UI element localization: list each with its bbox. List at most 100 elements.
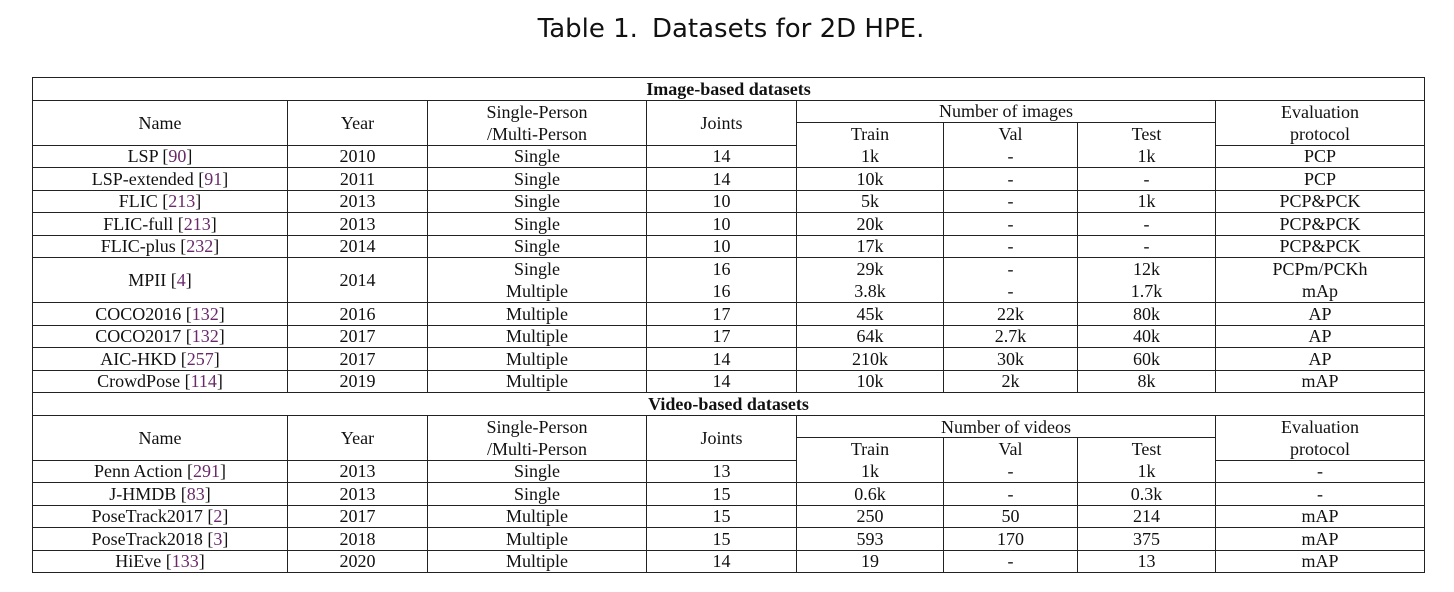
cell-train-value: 210k bbox=[852, 348, 888, 369]
cell-train: 250 bbox=[796, 504, 944, 529]
citation-link[interactable]: 2 bbox=[213, 506, 223, 527]
cell-eval-value: PCPm/PCKh bbox=[1272, 259, 1368, 280]
cell-train-value: 1k bbox=[861, 461, 879, 482]
cell-name: FLIC-plus [232] bbox=[32, 234, 288, 258]
cell-type-value: Single bbox=[513, 236, 560, 257]
section-title: Video-based datasets bbox=[32, 392, 1425, 416]
table-row: FLIC-plus [232] 2014 Single 10 17k - - PCP&PCK bbox=[32, 234, 1425, 258]
year-value: 2013 bbox=[339, 461, 376, 482]
citation-link[interactable]: 257 bbox=[186, 348, 214, 369]
cell-year: 2013 bbox=[287, 212, 428, 236]
cell-name: CrowdPose [114] bbox=[32, 369, 288, 394]
cell-eval-value: mAP bbox=[1301, 528, 1339, 549]
cell-test-value: 8k bbox=[1137, 371, 1156, 392]
cell-test-value: 214 bbox=[1133, 506, 1160, 527]
cell-eval-value: PCP&PCK bbox=[1279, 236, 1361, 257]
year-value: 2010 bbox=[339, 146, 376, 167]
table-row: PoseTrack2017 [2] 2017 Multiple 15 250 50 214 m… bbox=[32, 504, 1425, 529]
cell-val: - bbox=[943, 234, 1078, 258]
dataset-name: COCO2016 bbox=[95, 303, 182, 324]
header-train-text: Train bbox=[850, 124, 890, 145]
cell-test-value: 1.7k bbox=[1130, 281, 1163, 302]
cell-year: 2017 bbox=[287, 324, 428, 349]
section-title-text: Video-based datasets bbox=[648, 393, 809, 414]
citation-link[interactable]: 213 bbox=[183, 213, 211, 234]
cell-type-value: Single bbox=[513, 213, 560, 234]
year-value: 2013 bbox=[339, 213, 376, 234]
dataset-name: PoseTrack2018 bbox=[91, 528, 203, 549]
cell-train-value: 64k bbox=[856, 326, 884, 347]
cell-val-value: - bbox=[1007, 483, 1014, 504]
cell-train-value: 29k bbox=[856, 259, 884, 280]
cell-year: 2018 bbox=[287, 527, 428, 551]
cell-val: - bbox=[943, 212, 1078, 236]
section-title: Image-based datasets bbox=[32, 77, 1425, 101]
cell-eval-value: - bbox=[1317, 483, 1323, 504]
year-value: 2017 bbox=[339, 506, 376, 527]
cell-val: 50 bbox=[943, 504, 1078, 529]
cell-eval: PCP bbox=[1215, 144, 1425, 168]
cell-eval: AP bbox=[1215, 324, 1425, 349]
citation-link[interactable]: 83 bbox=[186, 483, 205, 504]
header-train-text: Train bbox=[850, 439, 890, 460]
dataset-name: FLIC bbox=[118, 191, 158, 212]
cell-val: - bbox=[943, 145, 1078, 168]
cell-test: - bbox=[1077, 167, 1216, 191]
cell-name: PoseTrack2018 [3] bbox=[32, 527, 288, 551]
citation-link[interactable]: 291 bbox=[193, 461, 220, 482]
table-row: FLIC [213] 2013 Single 10 5k - 1k PCP&PCK bbox=[32, 189, 1425, 213]
citation-link[interactable]: 132 bbox=[191, 303, 219, 324]
cell-year: 2011 bbox=[287, 167, 428, 191]
cell-joints: 14 bbox=[646, 144, 797, 168]
cell-val-value: - bbox=[1007, 213, 1014, 234]
cell-test-value: - bbox=[1143, 236, 1150, 257]
header-train: Train bbox=[796, 437, 944, 461]
citation-link[interactable]: 91 bbox=[204, 168, 223, 189]
cell-val: -- bbox=[943, 256, 1078, 304]
cell-eval: - bbox=[1215, 482, 1425, 506]
cell-name: AIC-HKD [257] bbox=[32, 347, 288, 371]
cell-val-value: 2.7k bbox=[994, 326, 1027, 347]
cell-joints-value: 10 bbox=[712, 236, 731, 257]
cell-train: 1k bbox=[796, 145, 944, 168]
header-row: Name Year Single-Person/Multi-Person Joints… bbox=[32, 414, 1425, 461]
cell-test-value: 80k bbox=[1133, 303, 1160, 324]
citation-link[interactable]: 213 bbox=[168, 191, 196, 212]
cell-test: 214 bbox=[1077, 504, 1216, 529]
citation-link[interactable]: 232 bbox=[186, 236, 214, 257]
table-row: Penn Action [291] 2013 Single 13 1k - 1k - bbox=[32, 459, 1425, 484]
citation-link[interactable]: 4 bbox=[176, 270, 186, 291]
cell-train: 5k bbox=[796, 189, 944, 213]
year-value: 2011 bbox=[339, 168, 376, 189]
header-joints: Joints bbox=[646, 414, 797, 461]
cell-year: 2010 bbox=[287, 144, 428, 168]
cell-joints: 17 bbox=[646, 302, 797, 326]
cell-type: Single bbox=[427, 234, 647, 258]
cell-type-value: Multiple bbox=[506, 551, 568, 572]
cell-eval-value: PCP&PCK bbox=[1279, 213, 1361, 234]
cell-val: - bbox=[943, 460, 1078, 484]
cell-train: 210k bbox=[796, 347, 944, 371]
cell-test: 0.3k bbox=[1077, 482, 1216, 506]
citation-link[interactable]: 114 bbox=[190, 371, 217, 392]
header-test: Test bbox=[1077, 437, 1216, 461]
cell-joints-value: 15 bbox=[712, 528, 731, 549]
citation-link[interactable]: 90 bbox=[168, 146, 187, 167]
cell-train-value: 17k bbox=[856, 236, 884, 257]
cell-type-value: Multiple bbox=[506, 528, 568, 549]
datasets-table: Image-based datasets Name Year Single-Perso… bbox=[32, 77, 1425, 574]
cell-year: 2013 bbox=[287, 189, 428, 213]
cell-train-value: 45k bbox=[856, 303, 884, 324]
cell-joints: 10 bbox=[646, 189, 797, 213]
dataset-name: FLIC-plus bbox=[100, 236, 176, 257]
table-row: LSP-extended [91] 2011 Single 14 10k - - PCP bbox=[32, 167, 1425, 191]
cell-eval-value: AP bbox=[1308, 303, 1332, 324]
cell-type: Single bbox=[427, 459, 647, 484]
header-type-text: /Multi-Person bbox=[486, 123, 587, 144]
citation-link[interactable]: 3 bbox=[213, 528, 223, 549]
cell-train-value: 20k bbox=[856, 213, 884, 234]
table-row: AIC-HKD [257] 2017 Multiple 14 210k 30k 60k AP bbox=[32, 347, 1425, 371]
citation-link[interactable]: 132 bbox=[191, 326, 219, 347]
citation-link[interactable]: 133 bbox=[171, 551, 199, 572]
header-joints-text: Joints bbox=[700, 427, 743, 448]
